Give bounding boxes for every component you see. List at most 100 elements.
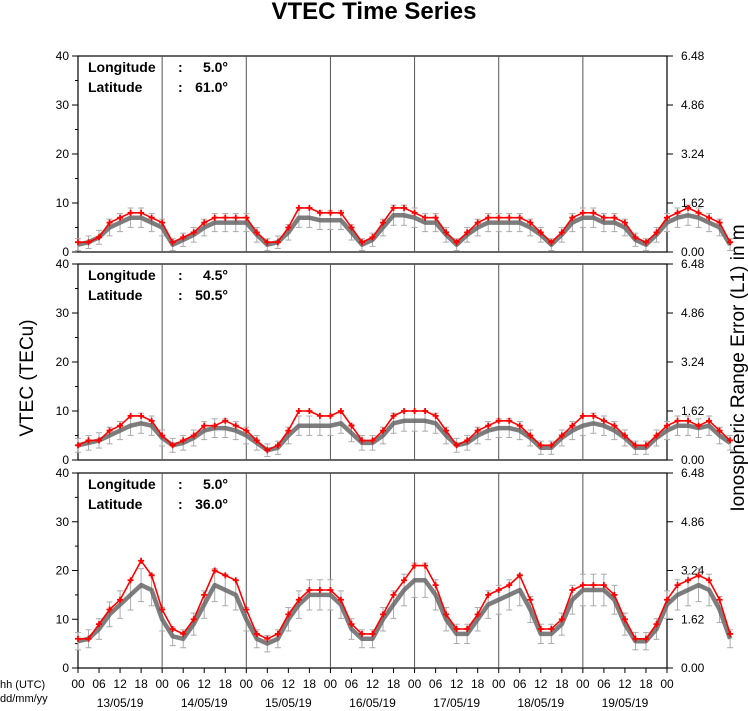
measured-point — [695, 572, 702, 579]
measured-point — [590, 209, 597, 216]
measured-point — [695, 422, 702, 429]
measured-point — [390, 204, 397, 211]
measured-point — [579, 209, 586, 216]
measured-point — [432, 582, 439, 589]
longitude-label: Longitude — [88, 267, 156, 283]
y-tick-label-left: 30 — [56, 515, 70, 529]
measured-point — [579, 412, 586, 419]
x-tick-label-hour: 12 — [113, 677, 127, 691]
latitude-value: 61.0° — [195, 79, 228, 95]
measured-point — [264, 239, 271, 246]
measured-point — [295, 596, 302, 603]
measured-point — [285, 427, 292, 434]
measured-point — [600, 417, 607, 424]
model-series-line — [77, 418, 732, 453]
measured-point — [695, 209, 702, 216]
latitude-label: Latitude — [88, 79, 143, 95]
measured-point — [253, 437, 260, 444]
measured-point — [159, 432, 166, 439]
measured-point — [190, 229, 197, 236]
measured-point — [285, 224, 292, 231]
measured-point — [706, 577, 713, 584]
measured-point — [432, 214, 439, 221]
measured-point — [611, 591, 618, 598]
measured-point — [558, 616, 565, 623]
measured-point — [390, 412, 397, 419]
measured-point — [579, 582, 586, 589]
measured-point — [621, 616, 628, 623]
measured-point — [337, 408, 344, 414]
measured-point — [127, 209, 134, 216]
measured-point — [190, 616, 197, 623]
y-tick-label-left: 40 — [56, 466, 70, 480]
measured-point — [685, 204, 692, 211]
measured-point — [285, 611, 292, 618]
y-tick-label-right: 0.00 — [681, 453, 705, 467]
x-tick-label-hour: 06 — [429, 677, 443, 691]
measured-point — [232, 422, 239, 429]
measured-point — [611, 214, 618, 221]
measured-point — [474, 427, 481, 434]
model-series-line — [77, 578, 733, 646]
measured-point — [243, 606, 250, 613]
measured-point — [642, 239, 649, 246]
longitude-value: 5.0° — [203, 59, 228, 75]
measured-point — [306, 408, 313, 414]
measured-point — [117, 214, 124, 221]
measured-point — [685, 417, 692, 424]
y-tick-label-right: 1.62 — [681, 196, 705, 210]
measured-point — [264, 447, 271, 454]
coord-colon: : — [178, 267, 183, 283]
measured-point — [253, 229, 260, 236]
hour-axis-caption: hh (UTC) — [0, 679, 45, 691]
x-tick-label-date: 18/05/19 — [517, 696, 564, 710]
measured-point — [495, 214, 502, 221]
measured-point — [727, 437, 734, 444]
measured-point — [642, 442, 649, 449]
measured-point — [432, 412, 439, 419]
latitude-label: Latitude — [88, 287, 143, 303]
measured-point — [253, 630, 260, 637]
measured-point — [327, 412, 334, 419]
x-tick-label-hour: 06 — [345, 677, 359, 691]
measured-point — [96, 621, 103, 628]
time-axis: 00 06 12 18 00 06 12 18 00 06 12 18 00 06 12 18 00 06 12 18… — [71, 668, 674, 710]
date-axis-caption: dd/mm/yy — [0, 693, 48, 705]
measured-point — [348, 422, 355, 429]
y-tick-label-right: 4.86 — [681, 98, 705, 112]
measured-point — [274, 239, 281, 246]
x-tick-label-date: 14/05/19 — [181, 696, 228, 710]
y-tick-label-right: 6.48 — [681, 257, 705, 271]
measured-point — [369, 234, 376, 241]
y-axis-label-right: Ionospheric Range Error (L1) in m — [728, 224, 748, 511]
longitude-value: 5.0° — [203, 476, 228, 492]
measured-point — [632, 635, 639, 642]
y-tick-label-left: 20 — [56, 564, 70, 578]
y-tick-label-right: 0.00 — [681, 661, 705, 675]
y-tick-label-right: 1.62 — [681, 404, 705, 418]
x-tick-label-hour: 18 — [134, 677, 148, 691]
measured-point — [232, 214, 239, 221]
measured-point — [316, 412, 323, 419]
panels-group: 0102030400.001.623.244.866.48Longitude:5… — [56, 49, 734, 675]
measured-point — [485, 422, 492, 429]
measured-point — [274, 630, 281, 637]
measured-point — [664, 214, 670, 221]
chart-title: VTEC Time Series — [272, 0, 477, 25]
measured-point — [306, 587, 313, 593]
x-tick-label-hour: 06 — [597, 677, 611, 691]
measured-point — [548, 626, 555, 632]
measured-point — [411, 209, 418, 216]
x-tick-label-hour: 00 — [240, 677, 254, 691]
x-tick-label-hour: 00 — [408, 677, 422, 691]
measured-point — [727, 630, 734, 637]
y-tick-label-left: 0 — [62, 453, 69, 467]
measured-point — [716, 427, 723, 434]
y-tick-label-right: 1.62 — [681, 612, 705, 626]
measured-point — [443, 611, 450, 618]
measured-point — [148, 417, 155, 424]
x-tick-label-hour: 12 — [366, 677, 380, 691]
measured-point — [127, 412, 134, 419]
measured-point — [117, 596, 124, 603]
measured-point — [706, 214, 713, 221]
